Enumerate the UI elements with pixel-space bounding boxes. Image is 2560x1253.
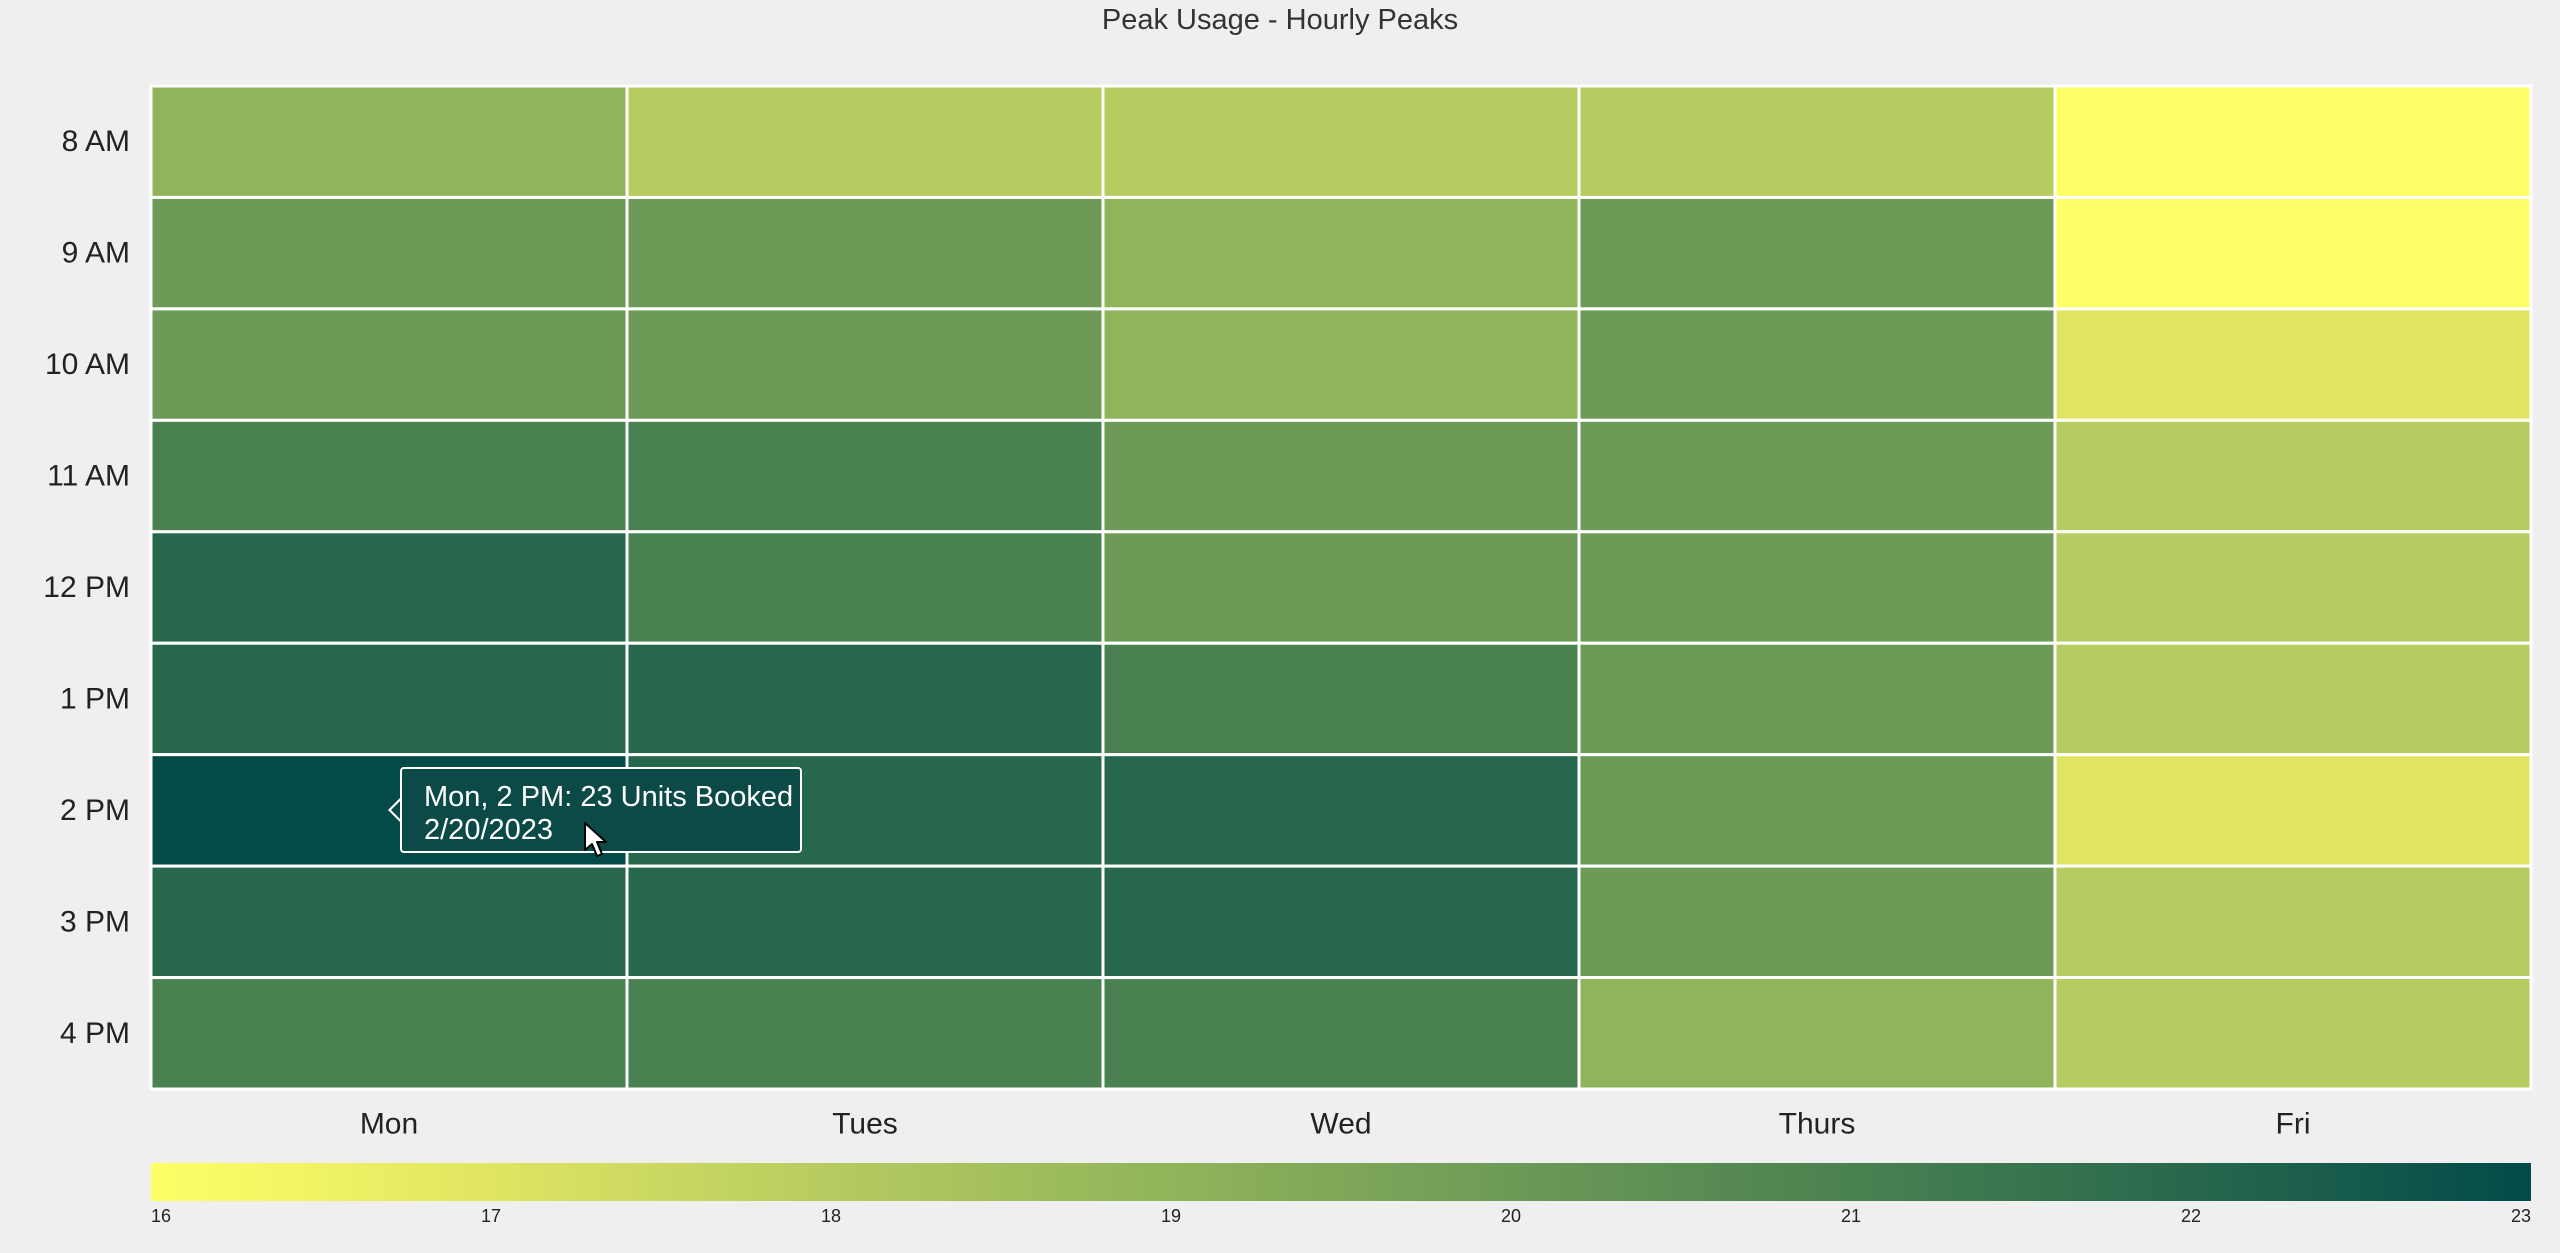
row-label: 2 PM [60, 794, 130, 827]
heatmap-cell[interactable] [1101, 84, 1581, 199]
heatmap-cell[interactable] [149, 976, 629, 1091]
heatmap-cell[interactable] [1101, 418, 1581, 534]
heatmap-cell[interactable] [1101, 864, 1581, 980]
heatmap-cell[interactable] [149, 195, 629, 311]
heatmap-cell[interactable] [149, 84, 629, 199]
row-label: 3 PM [60, 905, 130, 938]
heatmap-cell[interactable] [149, 530, 629, 645]
heatmap-cell[interactable] [149, 418, 629, 534]
mouse-cursor-icon [584, 822, 607, 857]
heatmap-cell[interactable] [625, 641, 1105, 757]
heatmap-cell[interactable] [1577, 976, 2057, 1091]
heatmap-cell[interactable] [1577, 753, 2057, 868]
heatmap-cell[interactable] [149, 641, 629, 757]
row-label: 8 AM [62, 125, 130, 158]
color-scale-tick: 21 [1841, 1206, 1861, 1226]
heatmap-cell[interactable] [1101, 195, 1581, 311]
heatmap-cell[interactable] [1577, 641, 2057, 757]
column-label: Fri [2276, 1108, 2311, 1141]
heatmap-cell[interactable] [1577, 418, 2057, 534]
heatmap-cell[interactable] [1577, 864, 2057, 980]
heatmap-cell[interactable] [1577, 195, 2057, 311]
heatmap-cell[interactable] [2053, 753, 2533, 868]
color-scale-bar [151, 1163, 2531, 1201]
heatmap-cell[interactable] [2053, 864, 2533, 980]
row-label: 9 AM [62, 237, 130, 270]
heatmap-cell[interactable] [149, 864, 629, 980]
tooltip-line-1: Mon, 2 PM: 23 Units Booked [424, 781, 794, 813]
heatmap-cell[interactable] [2053, 307, 2533, 422]
tooltip-arrow-fill [391, 800, 401, 820]
heatmap-cell[interactable] [1101, 753, 1581, 868]
color-scale-tick: 17 [481, 1206, 501, 1226]
heatmap-cell[interactable] [625, 418, 1105, 534]
color-scale-tick: 20 [1501, 1206, 1521, 1226]
column-label: Wed [1310, 1108, 1371, 1141]
column-label: Tues [832, 1108, 898, 1141]
row-label: 12 PM [43, 571, 130, 604]
heatmap-cell[interactable] [625, 84, 1105, 199]
heatmap-cell[interactable] [2053, 195, 2533, 311]
color-scale-tick: 18 [821, 1206, 841, 1226]
heatmap-cell[interactable] [2053, 84, 2533, 199]
chart-title: Peak Usage - Hourly Peaks [1101, 4, 1459, 36]
heatmap-cell[interactable] [1577, 307, 2057, 422]
heatmap-cell[interactable] [1577, 84, 2057, 199]
heatmap-cell[interactable] [1101, 641, 1581, 757]
row-label: 4 PM [60, 1017, 130, 1050]
color-scale-tick: 23 [2511, 1206, 2531, 1226]
heatmap-cell[interactable] [2053, 976, 2533, 1091]
heatmap-cell[interactable] [149, 307, 629, 422]
heatmap-cell[interactable] [1101, 530, 1581, 645]
heatmap-cell[interactable] [625, 976, 1105, 1091]
row-label: 11 AM [47, 460, 130, 493]
column-label: Thurs [1779, 1108, 1856, 1141]
heatmap-cell[interactable] [625, 307, 1105, 422]
heatmap-cell[interactable] [2053, 530, 2533, 645]
color-scale-tick: 19 [1161, 1206, 1181, 1226]
heatmap-cell[interactable] [1577, 530, 2057, 645]
heatmap-cell[interactable] [1101, 976, 1581, 1091]
row-label: 1 PM [60, 682, 130, 715]
heatmap-cell[interactable] [625, 530, 1105, 645]
color-scale-tick: 22 [2181, 1206, 2201, 1226]
heatmap-cell[interactable] [1101, 307, 1581, 422]
heatmap-cell[interactable] [2053, 418, 2533, 534]
tooltip-line-2: 2/20/2023 [424, 814, 554, 846]
heatmap-cell[interactable] [625, 195, 1105, 311]
column-label: Mon [360, 1108, 418, 1141]
heatmap-cell[interactable] [2053, 641, 2533, 757]
row-label: 10 AM [45, 348, 130, 381]
heatmap-cell[interactable] [625, 864, 1105, 980]
color-scale-tick: 16 [151, 1206, 171, 1226]
